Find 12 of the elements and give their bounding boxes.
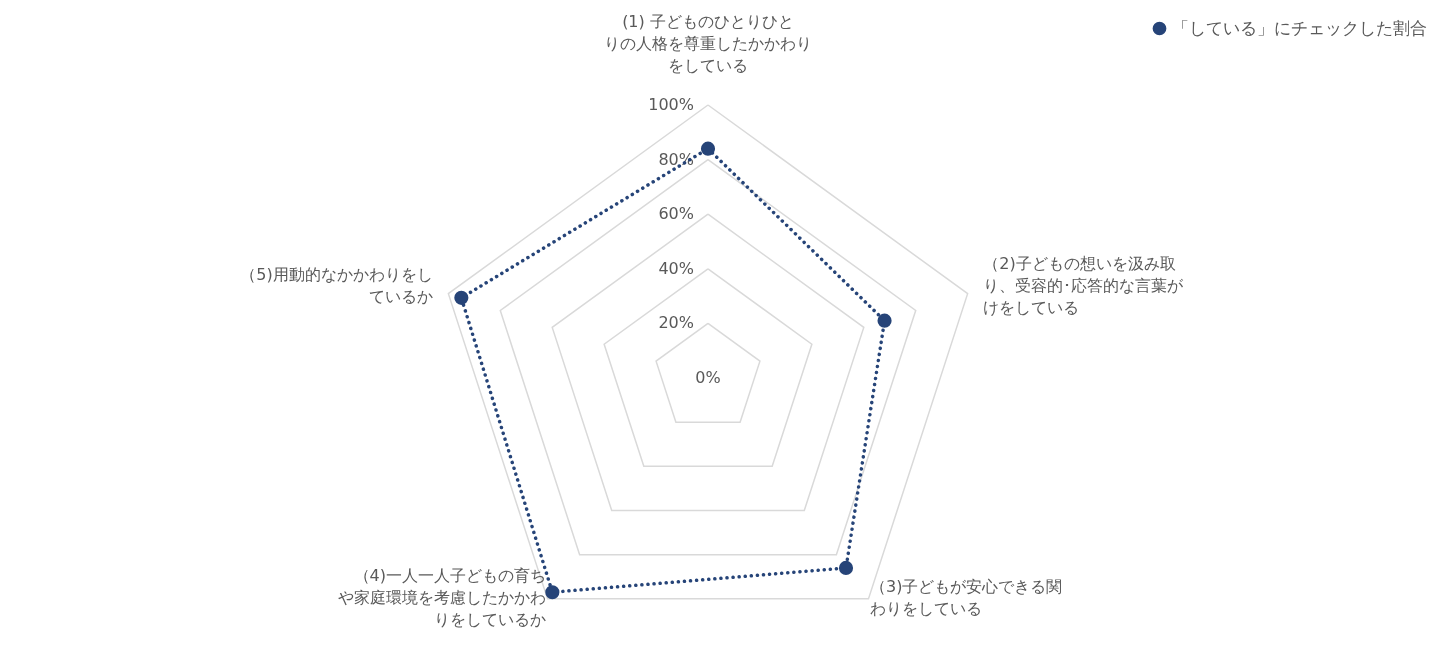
y-tick-label: 60% (658, 204, 694, 224)
spoke-label: （5)用動的なかかわりをしているか (240, 264, 433, 306)
spoke-label: （4)一人一人子どもの育ちや家庭環境を考慮したかかわりをしているか (337, 566, 546, 630)
y-tick-label: 80% (658, 149, 694, 169)
y-tick-label: 20% (658, 313, 694, 333)
spoke-label: (1) 子どものひとりひとりの人格を尊重したかかわりをしている (604, 12, 812, 76)
y-tick-label: 100% (648, 95, 694, 114)
y-tick-label: 0% (695, 368, 721, 387)
legend-label: 「している」にチェックした割合 (1172, 17, 1427, 38)
spoke-label: （3)子どもが安心できる関わりをしている (870, 577, 1063, 619)
y-tick-label: 40% (658, 258, 694, 278)
spoke-label: （2)子どもの想いを汲み取り、受容的･応答的な言葉がけをしている (983, 253, 1185, 317)
